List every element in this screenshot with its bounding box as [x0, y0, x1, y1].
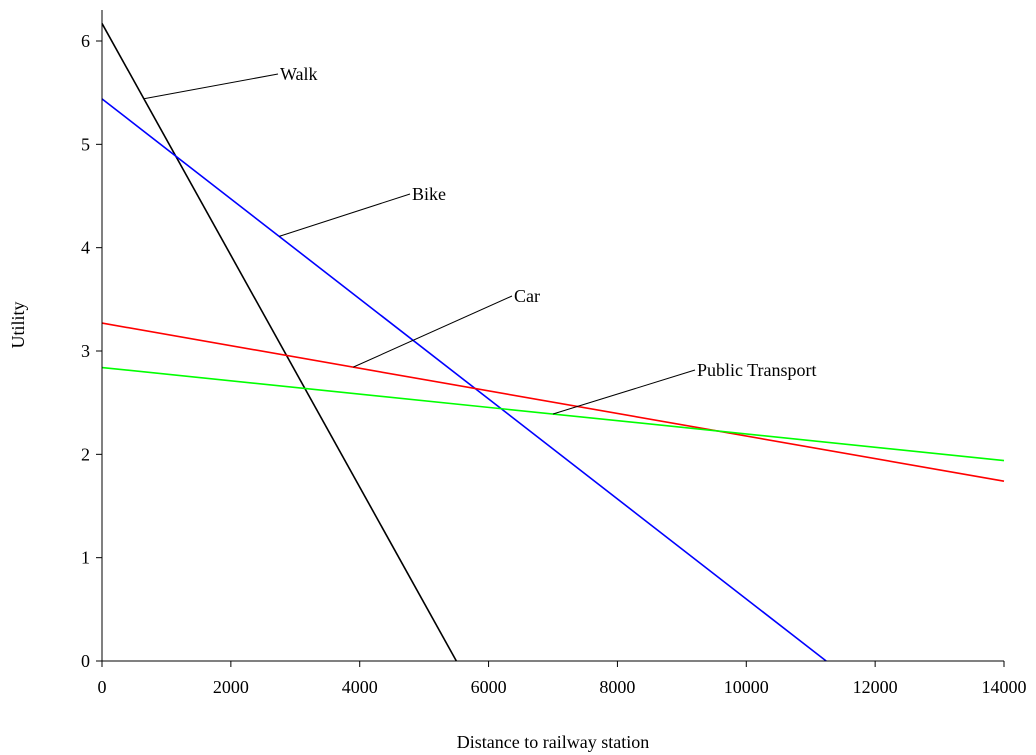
annotation-layer: Walk Bike Car Public Transport	[143, 64, 817, 415]
annotation-leader-bike	[279, 193, 411, 237]
y-axis-label: Utility	[8, 301, 28, 348]
annotation-label-bike: Bike	[412, 184, 446, 204]
x-tick-label: 10000	[724, 677, 769, 697]
x-tick-label: 12000	[853, 677, 898, 697]
y-tick-label: 5	[81, 134, 90, 154]
x-tick-label: 0	[98, 677, 107, 697]
annotation-leader-public-transport	[552, 369, 696, 415]
series-line-walk	[101, 23, 458, 662]
annotation-leader-walk	[143, 73, 279, 100]
x-tick-label: 8000	[599, 677, 635, 697]
annotation-label-public-transport: Public Transport	[697, 360, 817, 380]
x-tick-label: 14000	[982, 677, 1027, 697]
series-line-bike	[101, 98, 827, 662]
y-tick-label: 0	[81, 651, 90, 671]
x-axis-label: Distance to railway station	[457, 732, 649, 752]
y-tick-label: 4	[81, 238, 90, 258]
series-line-car	[101, 322, 1005, 482]
x-tick-label: 6000	[471, 677, 507, 697]
y-tick-label: 2	[81, 444, 90, 464]
annotation-label-walk: Walk	[280, 64, 318, 84]
y-tick-label: 3	[81, 341, 90, 361]
y-tick-label: 6	[81, 31, 90, 51]
annotation-leader-car	[353, 295, 513, 368]
y-tick-label: 1	[81, 548, 90, 568]
annotation-label-car: Car	[514, 286, 540, 306]
x-tick-label: 4000	[342, 677, 378, 697]
series-layer	[101, 23, 1005, 662]
x-tick-label: 2000	[213, 677, 249, 697]
axes-layer: 0 2000 4000 6000 8000 10000 12000 14000 0 1 2 3 4 5 6	[81, 10, 1027, 697]
